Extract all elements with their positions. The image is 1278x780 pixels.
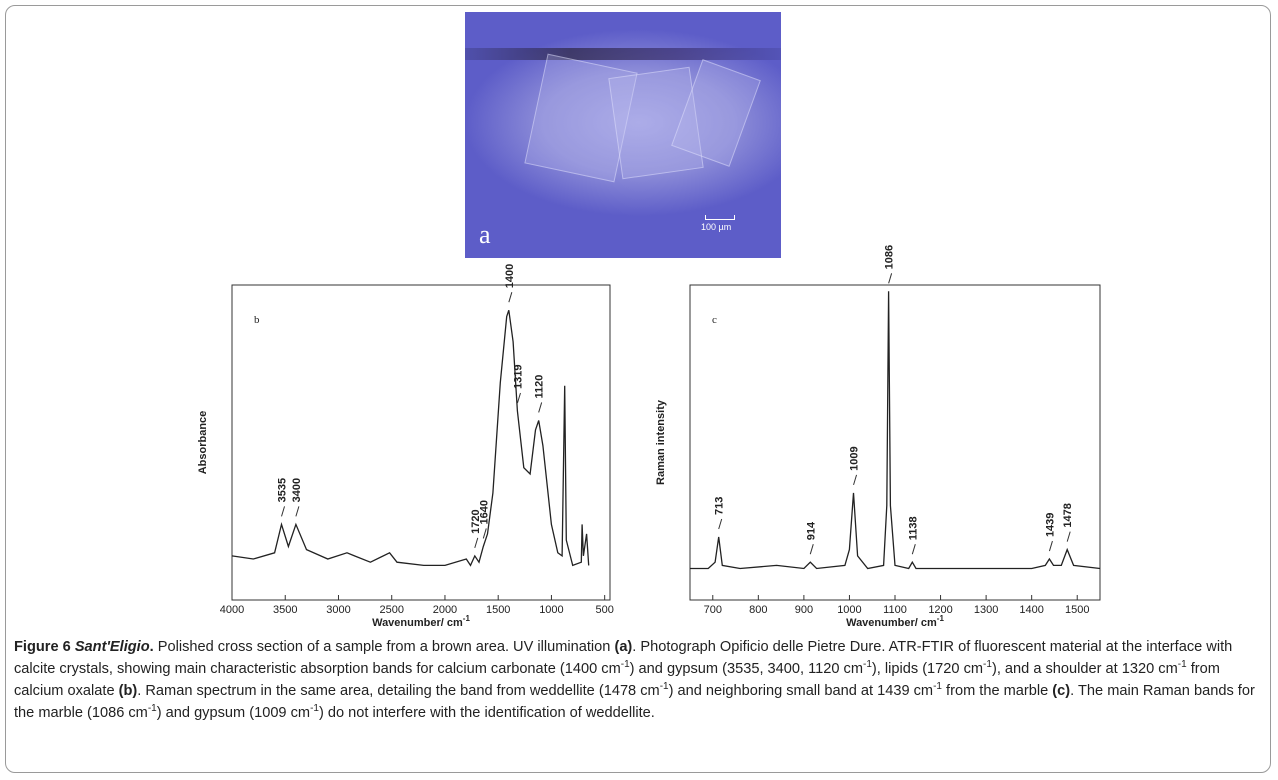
leader [508, 292, 513, 303]
leader [538, 402, 543, 413]
peak-label: 1086 [884, 245, 896, 269]
caption-run: . [149, 639, 154, 655]
panel-label: b [254, 314, 260, 326]
caption-run: (a) [614, 639, 633, 655]
x-tick-label: 1500 [1065, 604, 1089, 616]
spectrum [690, 291, 1101, 570]
x-tick-label: 700 [704, 604, 722, 616]
x-tick-label: 1200 [928, 604, 952, 616]
leader [1066, 531, 1071, 542]
y-axis-label: Raman intensity [655, 399, 667, 485]
x-tick-label: 1500 [486, 604, 510, 616]
caption-run: ) and neighboring small band at 1439 cm [668, 683, 934, 699]
peak-label: 1319 [512, 365, 524, 389]
figure-frame [5, 5, 1271, 773]
peak-label: 1720 [470, 509, 482, 533]
x-tick-label: 900 [795, 604, 813, 616]
caption-run: Polished cross section of a sample from … [153, 639, 615, 655]
caption-run: from the marble [941, 683, 1053, 699]
x-axis-label-sup: -1 [937, 614, 945, 623]
x-tick-label: 500 [595, 604, 613, 616]
photo: a 100 µm [465, 12, 781, 258]
peak-label: 713 [714, 497, 726, 515]
x-tick-label: 1100 [883, 604, 907, 616]
leader [911, 544, 916, 555]
caption-run: ), lipids (1720 cm [871, 661, 984, 677]
caption-run: . The main Raman bands for the marble (1… [14, 683, 1255, 721]
plot-frame [689, 284, 1101, 601]
caption-run: (b) [118, 683, 138, 699]
caption-run: ) and gypsum (3535, 3400, 1120 cm [629, 661, 864, 677]
caption-run: -1 [310, 703, 319, 715]
peak-label: 1478 [1062, 503, 1074, 527]
caption-run: -1 [933, 681, 942, 693]
panel-label: a [479, 220, 491, 249]
x-tick-label: 1300 [974, 604, 998, 616]
caption-run: -1 [1177, 659, 1187, 671]
spectrum [231, 309, 590, 567]
caption-run: (c) [1052, 683, 1071, 699]
x-axis-label: Wavenumber/ cm-1 [846, 614, 944, 629]
caption-run: from calcium oxalate [14, 661, 1220, 699]
caption-run: ) and gypsum (1009 cm [156, 705, 311, 721]
leader [718, 518, 723, 530]
caption-run: ), and a shoulder at 1320 cm [991, 661, 1178, 677]
scale-bar [705, 215, 735, 220]
caption-run: -1 [659, 681, 669, 693]
plot-frame [231, 284, 611, 601]
leader [482, 528, 487, 539]
x-axis-label-text: Wavenumber/ cm [372, 617, 463, 629]
caption-run: -1 [147, 703, 157, 715]
x-tick-label: 4000 [220, 604, 244, 616]
caption-run: -1 [620, 659, 630, 671]
peak-label: 1138 [907, 516, 919, 540]
caption-run: -1 [863, 659, 872, 671]
caption: Figure 6 Sant'Eligio. Polished cross sec… [14, 636, 1264, 724]
peak-label: 1439 [1044, 513, 1056, 537]
caption-run: Sant'Eligio [74, 639, 150, 655]
x-axis-label-text: Wavenumber/ cm [846, 617, 937, 629]
leader [474, 537, 479, 549]
caption-run: . Photograph Opificio delle Pietre Dure.… [14, 639, 1233, 677]
peak-label: 1120 [534, 375, 546, 399]
caption-run: -1 [983, 659, 992, 671]
x-axis-label: Wavenumber/ cm-1 [372, 614, 470, 629]
leader [1048, 540, 1053, 552]
peak-label: 3535 [277, 478, 289, 502]
peak-label: 1400 [504, 264, 516, 288]
x-tick-label: 1000 [837, 604, 861, 616]
leader [295, 506, 300, 517]
leader [888, 273, 893, 284]
x-tick-label: 800 [749, 604, 767, 616]
panel-label: c [712, 314, 717, 326]
peak-label: 1009 [849, 446, 861, 470]
x-tick-label: 1400 [1019, 604, 1043, 616]
peak-label: 3400 [291, 478, 303, 502]
leader [516, 392, 521, 404]
scale-label: 100 µm [701, 222, 732, 232]
photo-band [465, 48, 781, 60]
caption-run: Figure 6 [14, 639, 75, 655]
y-axis-label: Absorbance [197, 411, 209, 475]
caption-run: . Raman spectrum in the same area, detai… [137, 683, 660, 699]
peak-label: 1640 [478, 500, 490, 524]
peak-label: 914 [805, 521, 817, 540]
x-tick-label: 2500 [379, 604, 403, 616]
x-tick-label: 1000 [539, 604, 563, 616]
leader [281, 506, 285, 517]
x-axis-label-sup: -1 [463, 614, 471, 623]
x-tick-label: 3500 [273, 604, 297, 616]
leader [853, 474, 858, 486]
leader [809, 544, 814, 555]
x-tick-label: 3000 [326, 604, 350, 616]
caption-run: ) do not interfere with the identificati… [318, 705, 655, 721]
x-tick-label: 2000 [433, 604, 457, 616]
